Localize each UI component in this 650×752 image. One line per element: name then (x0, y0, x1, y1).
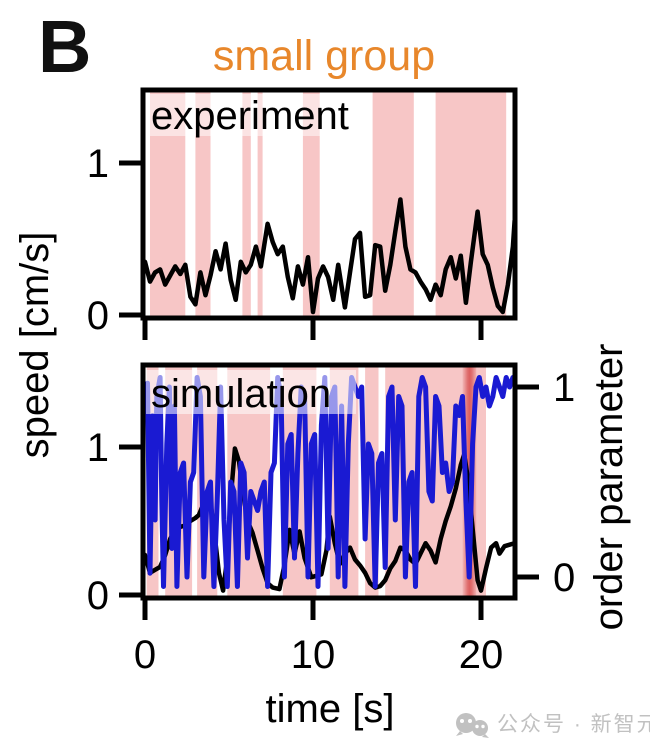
wechat-chat-bubbles-icon (456, 713, 489, 738)
time-axis-label: time [s] (266, 687, 395, 731)
simulation-label-background (146, 370, 356, 414)
order-parameter-axis-label: order parameter (587, 344, 631, 631)
simulation-border (140, 362, 518, 601)
simulation-x-tick-label: 10 (291, 633, 336, 677)
experiment-border (140, 87, 518, 321)
experiment-band (435, 90, 507, 318)
simulation-label: simulation (151, 372, 331, 416)
simulation-y-tick-label: 0 (87, 574, 109, 618)
experiment-band (372, 90, 414, 318)
watermark: 公众号 · 新智元 (456, 713, 650, 738)
simulation-x-tick-label: 20 (459, 633, 504, 677)
experiment-label: experiment (151, 94, 349, 138)
experiment-plot: experiment 01 (87, 87, 518, 340)
panel-label: B (38, 5, 91, 88)
experiment-traces (145, 197, 513, 315)
watermark-text: 公众号 · 新智元 (497, 713, 650, 736)
experiment-y-tick-label: 0 (87, 294, 109, 338)
simulation-x-tick-label: 0 (134, 633, 156, 677)
simulation-y2-tick-label: 0 (553, 556, 575, 600)
experiment-band (195, 90, 211, 318)
speed-axis-label: speed [cm/s] (13, 232, 57, 459)
experiment-y-tick-label: 1 (87, 142, 109, 186)
simulation-band (476, 365, 486, 598)
figure-title: small group (213, 32, 435, 80)
experiment-speed-trace (145, 197, 513, 315)
simulation-y-tick-label: 1 (87, 426, 109, 470)
experiment-axes: 01 (87, 142, 484, 340)
simulation-y2-tick-label: 1 (553, 366, 575, 410)
experiment-band (257, 90, 263, 318)
experiment-label-background (146, 94, 372, 136)
experiment-band (242, 90, 251, 318)
